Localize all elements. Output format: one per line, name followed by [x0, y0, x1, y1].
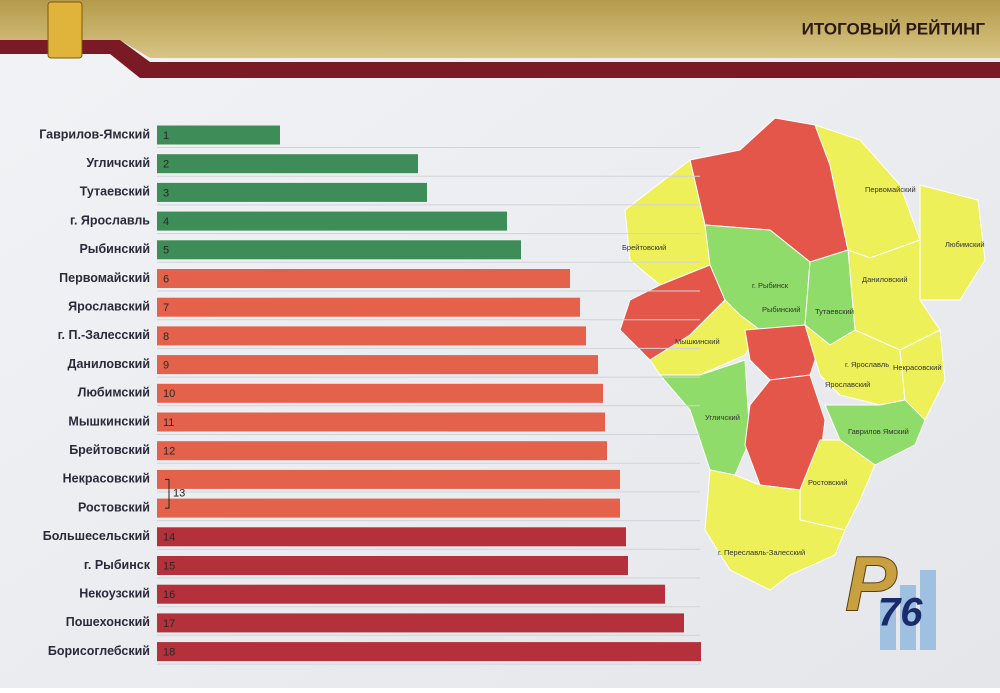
map-region: [899, 329, 946, 421]
logo-bar: [880, 600, 896, 650]
bar: [157, 383, 603, 403]
bar: [157, 326, 586, 346]
map-label: Ростовский: [808, 478, 847, 487]
map-region: [704, 469, 846, 591]
logo-bar: [900, 585, 916, 650]
logo-letter: Р: [845, 540, 898, 628]
category-label: Гаврилов-Ямский: [39, 127, 150, 141]
category-label: Ростовский: [78, 500, 150, 514]
tie-rank-label: 13: [173, 488, 185, 500]
bar: [157, 441, 607, 461]
category-label: Ярославский: [68, 299, 150, 313]
rank-label: 1: [163, 130, 169, 142]
rank-label: 14: [163, 532, 175, 544]
chart-title: ИТОГОВЫЙ РЕЙТИНГ: [802, 19, 986, 38]
category-label: Некрасовский: [63, 472, 150, 486]
bar: [157, 269, 570, 288]
bar: [157, 642, 701, 662]
map-label: Некрасовский: [893, 363, 942, 372]
category-label: Брейтовский: [69, 443, 150, 457]
bar: [157, 182, 427, 202]
map-label: Брейтовский: [622, 243, 666, 252]
map-label: Даниловский: [862, 275, 908, 284]
map-label: Любимский: [945, 240, 985, 249]
category-label: Тутаевский: [80, 185, 150, 199]
map-label: г. Рыбинск: [752, 281, 789, 290]
map-label: Мышкинский: [675, 337, 720, 346]
map: Первомайский Любимский Брейтовский Данил…: [619, 117, 986, 591]
rank-label: 11: [163, 417, 174, 429]
rank-label: 6: [163, 273, 169, 285]
bar: [157, 240, 521, 260]
header-band: [0, 0, 1000, 58]
map-label: Рыбинский: [762, 305, 800, 314]
category-label: Борисоглебский: [48, 644, 150, 658]
category-label: г. Рыбинск: [84, 558, 151, 572]
rank-label: 18: [163, 647, 175, 659]
rank-label: 5: [163, 245, 169, 257]
map-region: [658, 359, 751, 476]
logo-bar: [920, 570, 936, 650]
rank-label: 4: [163, 216, 169, 228]
rank-label: 16: [163, 589, 175, 601]
category-label: г. П.-Залесский: [58, 328, 150, 342]
bar: [157, 211, 507, 231]
bar: [157, 613, 684, 633]
rank-label: 10: [163, 388, 175, 400]
logo-number: 76: [878, 591, 923, 635]
map-region: [649, 299, 761, 376]
rank-label: 7: [163, 302, 169, 314]
bar: [157, 154, 418, 174]
category-label: Угличский: [86, 156, 150, 170]
map-label: г. Переславль-Залесский: [718, 548, 805, 557]
bar: [157, 527, 626, 547]
category-label: Некоузский: [79, 586, 150, 600]
rank-label: 8: [163, 331, 169, 343]
bar: [157, 412, 605, 432]
rank-label: 9: [163, 360, 169, 372]
coat-of-arms: [47, 1, 83, 59]
map-label: Гаврилов Ямский: [848, 427, 909, 436]
category-label: Большесельский: [43, 529, 150, 543]
header-stripe: [0, 40, 1000, 78]
bar: [157, 355, 598, 375]
category-label: Рыбинский: [79, 242, 150, 256]
category-label: Любимский: [78, 386, 150, 400]
bar: [157, 297, 580, 317]
bar: [157, 584, 665, 604]
category-label: Первомайский: [59, 271, 150, 285]
rank-label: 17: [163, 618, 175, 630]
map-label: Ярославский: [825, 380, 870, 389]
tie-bracket: [165, 478, 170, 509]
category-label: г. Ярославль: [70, 213, 150, 227]
map-label: Угличский: [705, 413, 740, 422]
map-label: Тутаевский: [815, 307, 854, 316]
category-label: Даниловский: [68, 357, 150, 371]
map-label: г. Ярославль: [845, 360, 889, 369]
rank-label: 15: [163, 560, 175, 572]
map-label: Первомайский: [865, 185, 916, 194]
rank-label: 3: [163, 187, 169, 199]
bar: [157, 556, 628, 575]
bar: [157, 498, 620, 518]
category-label: Пошехонский: [66, 615, 150, 629]
rank-label: 12: [163, 446, 175, 458]
logo: Р 76: [845, 539, 936, 650]
bar: [157, 125, 280, 145]
category-label: Мышкинский: [68, 414, 150, 428]
bar-chart: Гаврилов-Ямский 1 Угличский 2 Тутаевский 3 г. …: [39, 125, 701, 665]
bar: [157, 469, 620, 489]
rank-label: 2: [163, 159, 169, 171]
